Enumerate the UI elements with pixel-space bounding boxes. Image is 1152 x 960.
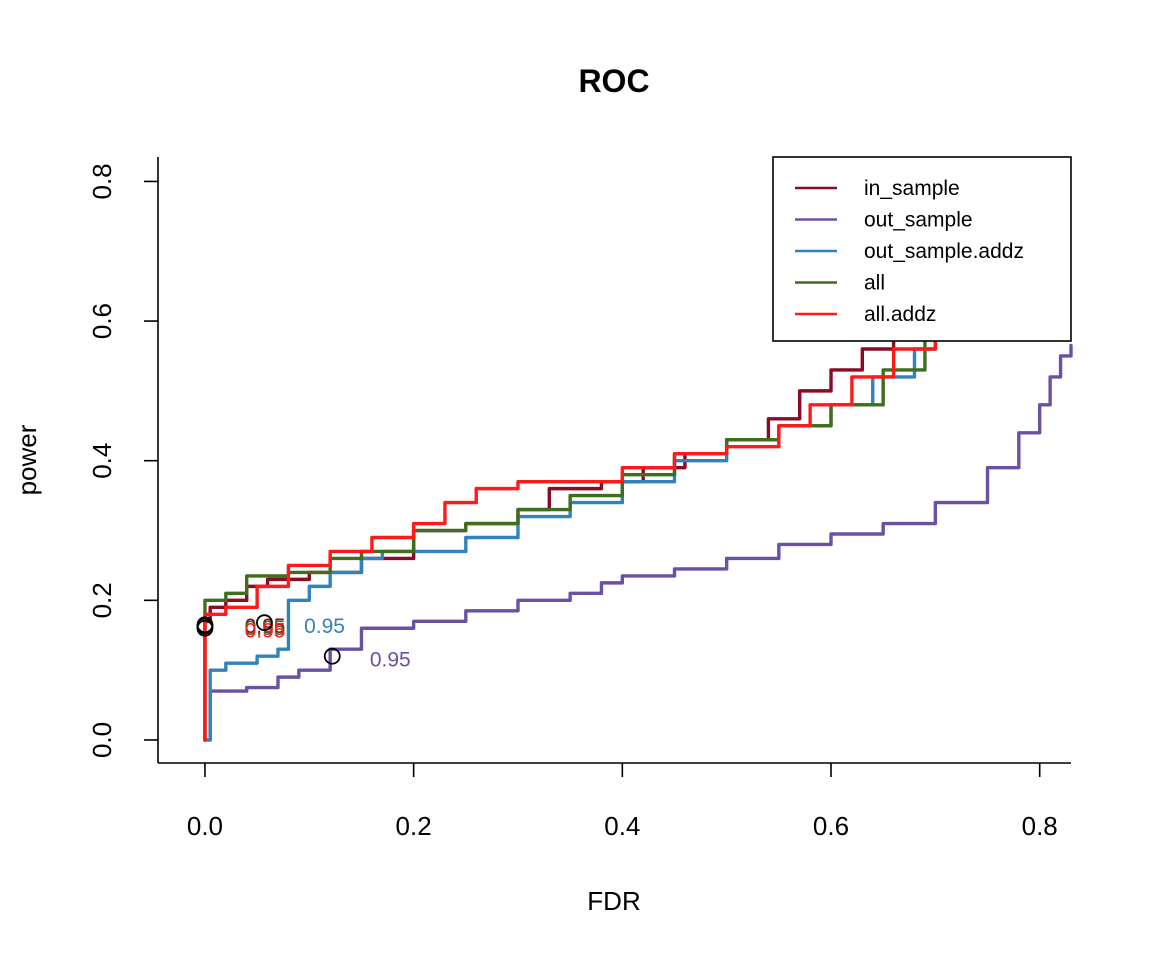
threshold-label: 0.95 xyxy=(245,620,286,643)
y-axis: 0.0 0.2 0.4 0.6 0.8 xyxy=(87,157,159,763)
threshold-label: 0.95 xyxy=(245,615,286,638)
series-line-in-sample xyxy=(203,319,938,742)
x-tick-label: 0.4 xyxy=(604,811,640,841)
x-axis-title: FDR xyxy=(587,886,640,916)
x-axis: 0.0 0.2 0.4 0.6 0.8 xyxy=(158,762,1071,841)
legend-label: all xyxy=(864,272,885,295)
threshold-marker xyxy=(256,614,273,632)
y-tick-label: 0.2 xyxy=(87,582,117,618)
x-tick-label: 0.6 xyxy=(813,811,849,841)
annotation-layer: 0.950.950.95 0.950.95 xyxy=(196,614,411,671)
series-line-all xyxy=(203,340,927,742)
legend-label: in_sample xyxy=(864,177,960,200)
threshold-label: 0.95 xyxy=(304,615,345,638)
y-tick-label: 0.0 xyxy=(87,722,117,758)
chart-title: ROC xyxy=(578,63,649,99)
y-axis-title: power xyxy=(12,424,42,495)
y-tick-label: 0.4 xyxy=(87,443,117,479)
x-tick-label: 0.2 xyxy=(396,811,432,841)
threshold-marker xyxy=(323,647,341,665)
threshold-label: 0.95 xyxy=(245,617,286,640)
threshold-label: 0.95 xyxy=(370,648,411,671)
y-tick-label: 0.6 xyxy=(87,303,117,339)
legend-label: out_sample xyxy=(864,209,973,232)
series-line-all-addz xyxy=(203,326,938,742)
series-line-out-sample xyxy=(203,343,1073,742)
series-layer xyxy=(203,319,1073,742)
legend-label: out_sample.addz xyxy=(864,240,1024,263)
legend-label: all.addz xyxy=(864,303,936,326)
x-tick-label: 0.0 xyxy=(187,811,223,841)
y-tick-label: 0.8 xyxy=(87,163,117,199)
threshold-marker xyxy=(196,619,214,637)
x-tick-label: 0.8 xyxy=(1022,811,1058,841)
